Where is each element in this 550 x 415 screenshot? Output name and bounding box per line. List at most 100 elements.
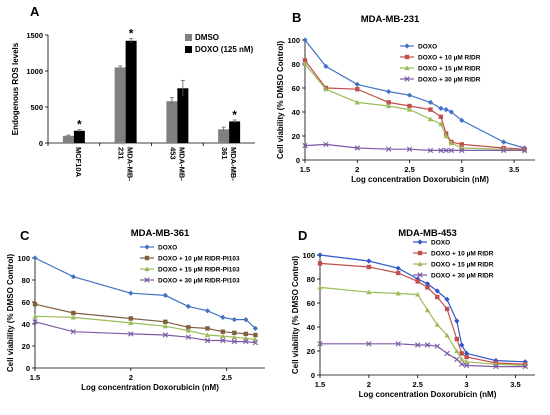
series-1 (317, 252, 528, 365)
data-point (220, 333, 226, 339)
data-point (406, 146, 413, 152)
data-point (253, 332, 258, 338)
series-line (319, 262, 526, 365)
marker-stroke (404, 76, 410, 82)
y-tick-label: 100 (17, 254, 30, 263)
series-3 (32, 313, 259, 342)
marker-stroke (459, 361, 465, 367)
data-point (500, 147, 507, 154)
bar (218, 129, 230, 143)
data-point (323, 63, 329, 69)
data-point (406, 107, 413, 112)
panel-label-a: A (30, 4, 40, 19)
series-line (319, 254, 526, 363)
data-point (434, 288, 440, 294)
series-line (34, 303, 256, 336)
data-point (415, 342, 421, 348)
data-point (366, 258, 372, 264)
data-point (243, 335, 249, 341)
data-point (444, 332, 450, 338)
data-point (70, 329, 77, 335)
data-point (438, 121, 444, 127)
data-point (448, 147, 455, 154)
data-point (428, 107, 433, 112)
data-point (438, 105, 444, 111)
panel-d: D MDA-MB-453 0 20 40 60 80 100 1.5 2 2.5 3 3.5 Log co… (291, 228, 535, 399)
marker-stroke (220, 337, 226, 344)
legend-swatch (185, 34, 192, 41)
y-tick-label: 40 (292, 108, 300, 117)
x-tick-label: 3.5 (509, 165, 519, 174)
significance-star: * (129, 27, 134, 41)
x-tick-label-line: MDA-MB- (229, 147, 238, 181)
x-tick-label: 2.5 (221, 373, 231, 382)
series-line (304, 143, 525, 151)
y-tick-label: 0 (296, 156, 300, 165)
y-tick-label: 0 (311, 371, 315, 380)
marker-stroke (500, 147, 507, 154)
data-point (220, 329, 226, 334)
data-point (454, 348, 460, 354)
y-tick-label: 60 (307, 299, 315, 308)
x-tick-label: 2.5 (404, 165, 414, 174)
x-tick-label: 3 (465, 380, 469, 389)
x-tick-label: 2 (367, 380, 371, 389)
legend-label: DOXO + 10 µM RIDR (431, 251, 494, 258)
data-point (128, 316, 134, 321)
marker-stroke (493, 363, 499, 370)
data-point (459, 342, 465, 348)
series-line (34, 257, 256, 329)
x-tick-label-line: MDA-MB- (126, 147, 135, 181)
bar (166, 101, 178, 143)
y-tick-label: 0 (39, 139, 43, 148)
data-point (185, 328, 191, 333)
data-point (302, 142, 308, 149)
bar (62, 135, 74, 143)
y-tick-label: 60 (292, 84, 300, 93)
y-tick-label: 60 (22, 298, 30, 307)
data-point (427, 147, 434, 154)
data-point (501, 139, 507, 145)
data-point (434, 322, 440, 327)
legend-marker (404, 43, 410, 49)
marker-stroke (70, 329, 77, 335)
data-point (302, 61, 308, 67)
marker-stroke (444, 350, 450, 357)
legend-label: DMSO (195, 33, 219, 42)
data-point (424, 307, 431, 313)
legend-label: DOXO (418, 44, 437, 51)
chart-title: MDA-MB-453 (398, 228, 457, 239)
data-point (444, 306, 450, 312)
series-4 (317, 341, 528, 370)
legend-marker (144, 266, 150, 272)
legend-swatch (185, 46, 192, 53)
data-point (205, 326, 210, 331)
data-point (243, 317, 249, 323)
data-point (220, 337, 226, 344)
data-point (243, 331, 249, 337)
series-line (304, 39, 525, 149)
marker-stroke (459, 147, 465, 154)
data-point (317, 252, 323, 258)
marker-stroke (454, 356, 460, 363)
y-tick-label: 40 (307, 323, 315, 332)
data-point (443, 133, 449, 139)
data-point (443, 147, 449, 154)
marker-stroke (354, 145, 360, 151)
y-tick-label: 80 (307, 275, 315, 284)
data-point (454, 356, 460, 363)
series-line (320, 343, 526, 368)
data-point (415, 292, 421, 297)
legend-label: DOXO + 15 µM RIDR-PI103 (158, 267, 240, 274)
marker-stroke (424, 342, 431, 348)
legend-label: DOXO + 30 µM RIDR (431, 273, 494, 280)
marker-stroke (317, 341, 323, 347)
y-tick-label: 100 (302, 251, 315, 260)
marker-stroke (438, 147, 444, 154)
legend-marker (144, 244, 150, 250)
data-point (32, 255, 38, 261)
data-point (128, 290, 134, 296)
data-point (366, 289, 372, 295)
x-axis-label: Log concentration Doxorubicin (nM) (359, 390, 497, 399)
data-point (162, 323, 168, 329)
